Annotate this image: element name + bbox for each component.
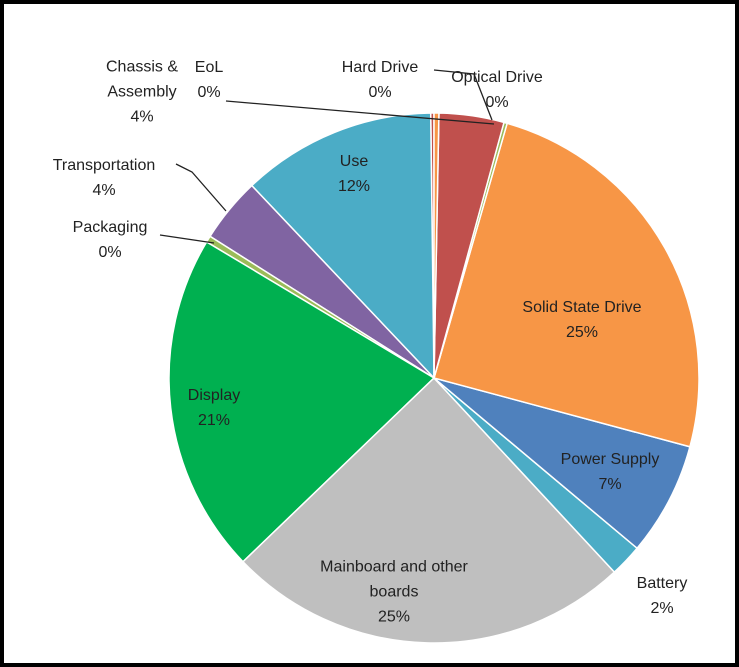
slice-name: Hard Drive <box>341 59 419 76</box>
slice-value-label: 0% <box>197 84 221 101</box>
slice-value-label: 0% <box>485 94 509 111</box>
slice-value-label: 2% <box>650 600 674 617</box>
leader-lines <box>159 69 495 244</box>
slice-label: Optical Drive 0% <box>432 65 562 115</box>
pie-slice <box>433 112 440 379</box>
slice-name: Packaging <box>72 219 148 236</box>
slice-name: Use <box>339 153 369 170</box>
slice-value-label: 0% <box>98 244 122 261</box>
slice-value-label: 7% <box>598 476 622 493</box>
leader-line <box>175 163 227 212</box>
slice-label: Solid State Drive 25% <box>492 295 672 345</box>
slice-label: Mainboard and other boards 25% <box>314 555 474 630</box>
slice-name: Optical Drive <box>451 69 543 86</box>
pie-slice <box>433 122 700 448</box>
slice-value-label: 21% <box>197 412 231 429</box>
slice-label: Battery 2% <box>617 571 707 621</box>
slice-name: Chassis & Assembly <box>105 58 179 101</box>
slice-name: EoL <box>194 59 224 76</box>
leader-line <box>159 234 215 244</box>
slice-value-label: 25% <box>377 608 411 626</box>
pie-slice <box>168 240 436 563</box>
slice-name: Solid State Drive <box>522 299 642 316</box>
slice-name: Power Supply <box>560 451 660 468</box>
slice-label: EoL 0% <box>184 55 234 105</box>
leader-line <box>433 69 493 121</box>
slice-value-label: 25% <box>565 324 599 341</box>
leader-line <box>225 100 495 125</box>
pie-slice <box>250 112 435 380</box>
slice-name: Battery <box>636 575 688 592</box>
slice-label: Transportation 4% <box>34 153 174 203</box>
slice-label: Chassis & Assembly 4% <box>95 55 190 130</box>
slice-label: Power Supply 7% <box>530 447 690 497</box>
slice-value-label: 12% <box>337 178 371 195</box>
pie-area <box>159 69 700 644</box>
pie-slice <box>433 377 691 550</box>
slice-value-label: 0% <box>368 84 392 101</box>
slice-label: Display 21% <box>164 383 264 433</box>
slice-name: Transportation <box>52 157 156 174</box>
slice-value-label: 4% <box>130 108 154 126</box>
slice-label: Packaging 0% <box>55 215 165 265</box>
slice-label: Use 12% <box>314 149 394 199</box>
pie-slice <box>241 376 616 644</box>
slice-label: Hard Drive 0% <box>325 55 435 105</box>
slice-name: Mainboard and other boards <box>320 558 468 601</box>
slice-name: Display <box>187 387 241 404</box>
slice-value-label: 4% <box>92 182 116 199</box>
